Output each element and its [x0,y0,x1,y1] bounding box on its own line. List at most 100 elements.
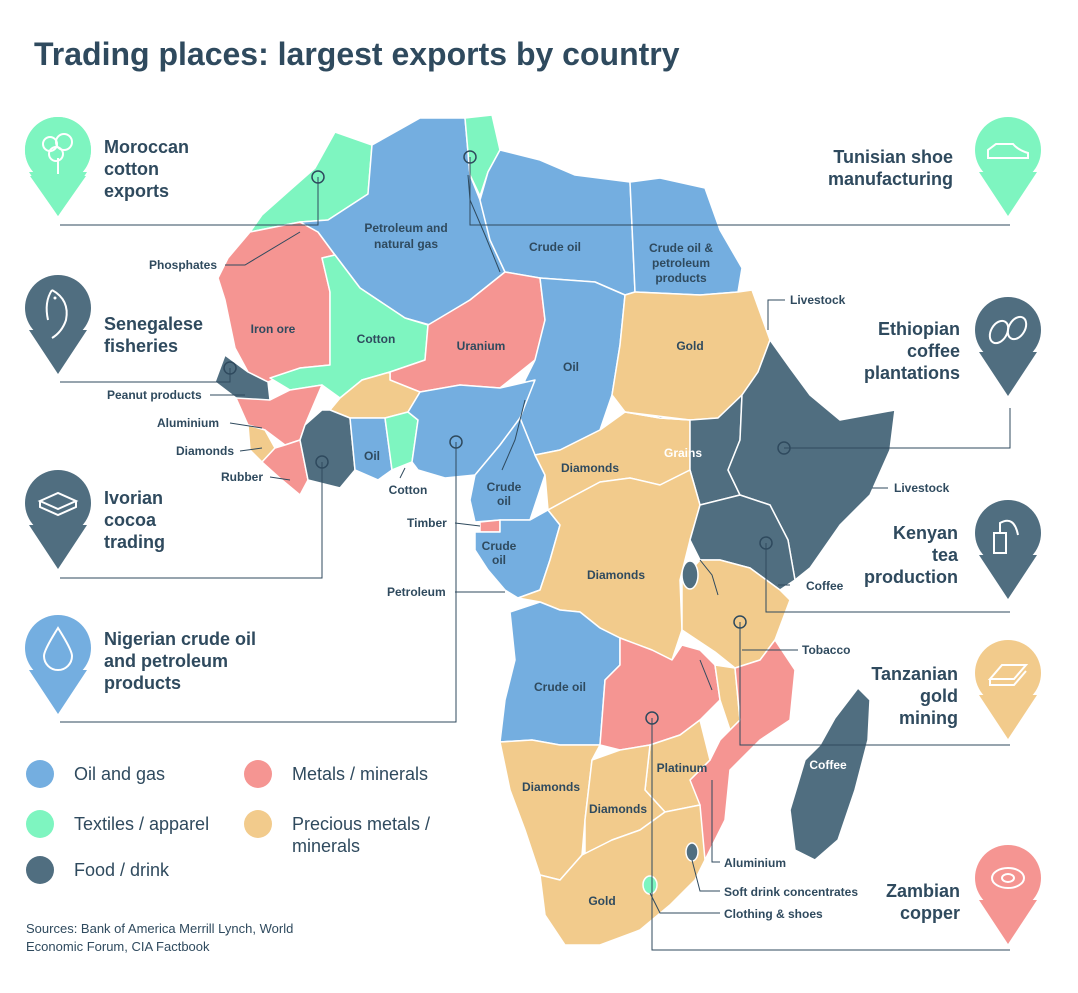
label-chad: Oil [563,360,579,374]
label-niger: Uranium [457,339,506,353]
legend-item-textiles: Textiles / apparel [26,810,209,838]
label-madagascar: Coffee [809,758,847,772]
label-sudan: Gold [676,339,703,353]
leader-lines [60,157,1011,951]
label-mali: Cotton [357,332,396,346]
label-ghana: Oil [364,449,380,463]
region-ethiopia-somalia [727,339,896,581]
callout-line: Ethiopian [878,319,960,339]
tea-bag-icon [975,500,1041,599]
label-petroleum-gas-1: Petroleum and [364,221,447,235]
page-title: Trading places: largest exports by count… [34,36,680,72]
legend-label: Metals / minerals [292,764,429,784]
callout-moroccan-cotton: Moroccan cotton exports [104,136,189,202]
label-egypt-1: Crude oil & [649,241,713,255]
region-swaziland [685,842,699,862]
region-ivory-coast [299,409,356,489]
legend-item-precious: Precious metals / minerals [244,810,452,857]
label-botswana: Diamonds [589,802,647,816]
location-markers [223,150,791,725]
callout-line: Tunisian shoe [833,147,953,167]
region-ghana [349,417,393,481]
callout-line: Tanzanian [871,664,958,684]
callout-line: Kenyan [892,523,958,543]
callout-zambian-copper: Zambian copper [886,880,960,924]
label-zimbabwe: Platinum [657,761,708,775]
label-diamonds-w: Diamonds [176,444,234,458]
label-iron-ore: Iron ore [251,322,296,336]
label-aluminium-w: Aluminium [157,416,219,430]
legend-item-oil-gas: Oil and gas [26,760,165,788]
legend-swatch [26,810,54,838]
oil-drop-icon [25,615,91,714]
legend-label: Precious metals / minerals [292,814,431,856]
region-rwanda [681,560,699,590]
callout-line: tea [931,545,958,565]
region-south-africa [539,804,706,946]
callout-line: products [104,673,182,693]
label-car: Diamonds [561,461,619,475]
callout-tanzanian-gold: Tanzanian gold mining [871,663,958,729]
legend-item-food: Food / drink [26,856,169,884]
region-madagascar [789,687,871,861]
cotton-plant-icon [24,117,91,216]
sources-note: Sources: Bank of America Merrill Lynch, … [26,921,294,954]
legend-label: Food / drink [74,860,170,880]
callout-kenyan-tea: Kenyan tea production [864,522,958,588]
label-angola: Crude oil [534,680,586,694]
callout-line: exports [104,181,170,201]
legend-swatch [26,856,54,884]
callout-line: fisheries [104,336,179,356]
fish-icon [25,275,91,374]
label-namibia: Diamonds [522,780,580,794]
callout-line: Senegalese [104,314,204,334]
callout-ivorian-cocoa: Ivorian cocoa trading [104,487,165,553]
callout-senegalese-fisheries: Senegalese fisheries [104,313,203,357]
callout-ethiopian-coffee: Ethiopian coffee plantations [864,318,960,384]
callout-line: coffee [906,341,960,361]
callout-line: gold [920,686,958,706]
legend-label: Oil and gas [74,764,166,784]
callout-line: mining [899,708,958,728]
label-egypt-3: products [655,271,707,285]
callout-line: manufacturing [827,169,953,189]
callout-line: production [864,567,958,587]
region-eq-guinea [479,519,501,533]
region-namibia [499,739,601,881]
callout-line: cotton [104,159,159,179]
legend-swatch [244,760,272,788]
label-soft-drink: Soft drink concentrates [724,885,858,899]
label-petroleum: Petroleum [387,585,446,599]
legend-swatch [26,760,54,788]
label-aluminium-s: Aluminium [724,856,786,870]
copper-wire-icon [975,845,1041,944]
label-petroleum-gas-2: natural gas [374,237,438,251]
map-inner-borders [467,174,719,691]
callout-line: trading [104,532,165,552]
label-cameroon-1: Crude [487,480,522,494]
label-libya: Crude oil [529,240,581,254]
label-gabon-2: oil [492,553,506,567]
label-gabon-1: Crude [482,539,517,553]
callout-line: Moroccan [104,137,190,157]
callout-line: Nigerian crude oil [104,629,257,649]
label-livestock-n: Livestock [790,293,846,307]
callout-nigerian-oil: Nigerian crude oil and petroleum product… [104,628,256,694]
label-drc: Diamonds [587,568,645,582]
callout-line: copper [899,903,960,923]
callout-line: Ivorian [104,488,164,508]
label-tobacco: Tobacco [802,643,850,657]
label-benin: Cotton [389,483,428,497]
label-peanut: Peanut products [107,388,202,402]
callout-line: plantations [863,363,960,383]
label-rubber: Rubber [221,470,263,484]
cocoa-bar-icon [25,470,91,569]
callout-line: cocoa [104,510,157,530]
shoe-icon [975,117,1041,216]
gold-bars-icon [975,640,1041,739]
callout-line: Zambian [885,881,960,901]
label-south-sudan: Grains [664,446,702,460]
label-coffee-uganda: Coffee [806,579,844,593]
region-mozambique [689,639,796,861]
